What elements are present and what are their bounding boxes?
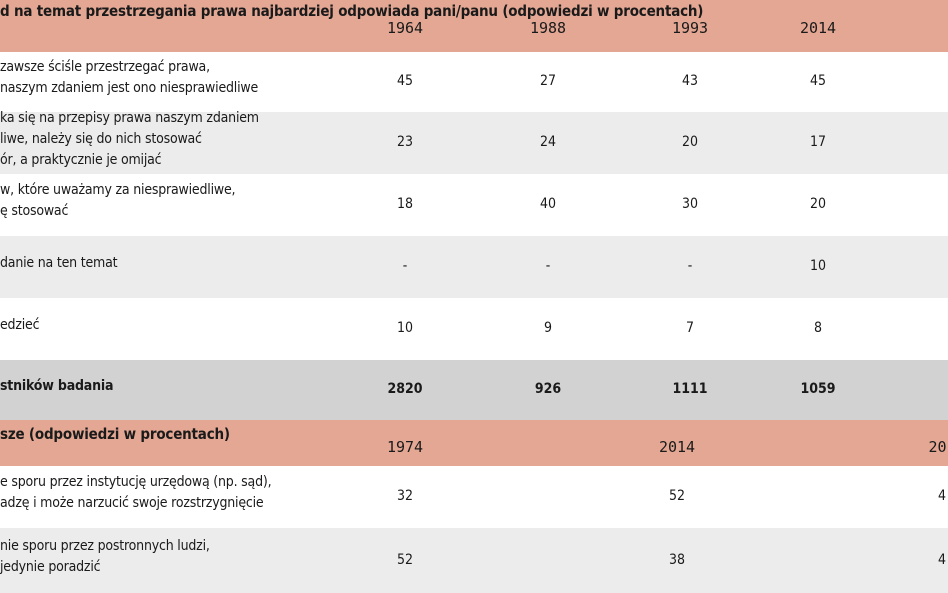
cell-value: 10	[396, 320, 414, 336]
column-year-2014: 2014	[799, 19, 837, 37]
table-row: w, które uważamy za niesprawiedliwe, ę s…	[0, 174, 948, 236]
cell-value: -	[545, 258, 551, 274]
column-year-201: 201	[928, 438, 948, 456]
table-row: zawsze ściśle przestrzegać prawa, naszym…	[0, 52, 948, 112]
cell-value: -	[402, 258, 408, 274]
cell-value: 1059	[800, 381, 836, 397]
cell-value: 4	[937, 552, 947, 568]
cell-value: 18	[396, 196, 414, 212]
cell-value: 30	[681, 196, 699, 212]
cell-value: 926	[534, 381, 562, 397]
cell-value: 45	[396, 73, 414, 89]
row-label: danie na ten temat	[0, 255, 118, 271]
cell-value: 7	[685, 320, 695, 336]
cell-value: 2820	[387, 381, 423, 397]
table-row: edzieć 10 9 7 8	[0, 298, 948, 360]
cell-value: 40	[539, 196, 557, 212]
cell-value: 43	[681, 73, 699, 89]
cell-value: 45	[809, 73, 827, 89]
cell-value: 52	[396, 552, 414, 568]
cell-value: -	[687, 258, 693, 274]
table-2-header: sze (odpowiedzi w procentach) 1974 2014 201	[0, 420, 948, 466]
cell-value: 27	[539, 73, 557, 89]
table-row: danie na ten temat - - - 10	[0, 236, 948, 298]
column-year-1988: 1988	[529, 19, 567, 37]
cell-value: 32	[396, 488, 414, 504]
row-label: zawsze ściśle przestrzegać prawa, naszym…	[0, 59, 259, 96]
row-label: stników badania	[0, 378, 114, 394]
total-row: stników badania 2820 926 1111 1059	[0, 360, 948, 420]
cell-value: 38	[668, 552, 686, 568]
table-1-title: d na temat przestrzegania prawa najbardz…	[0, 2, 704, 20]
cell-value: 20	[809, 196, 827, 212]
column-year-1974: 1974	[386, 438, 424, 456]
cell-value: 8	[813, 320, 823, 336]
cell-value: 9	[543, 320, 553, 336]
column-year-1993: 1993	[671, 19, 709, 37]
table-1-header: d na temat przestrzegania prawa najbardz…	[0, 0, 948, 52]
column-year-2014: 2014	[658, 438, 696, 456]
column-year-1964: 1964	[386, 19, 424, 37]
table-row: nie sporu przez postronnych ludzi, jedyn…	[0, 528, 948, 593]
row-label: e sporu przez instytucję urzędową (np. s…	[0, 474, 272, 511]
table-row: e sporu przez instytucję urzędową (np. s…	[0, 466, 948, 528]
table-2-title: sze (odpowiedzi w procentach)	[0, 425, 230, 443]
cell-value: 17	[809, 134, 827, 150]
row-label: nie sporu przez postronnych ludzi, jedyn…	[0, 538, 210, 575]
cell-value: 10	[809, 258, 827, 274]
cell-value: 23	[396, 134, 414, 150]
cell-value: 24	[539, 134, 557, 150]
cell-value: 4	[937, 488, 947, 504]
row-label: edzieć	[0, 317, 40, 333]
row-label: w, które uważamy za niesprawiedliwe, ę s…	[0, 182, 236, 219]
table-row: ka się na przepisy prawa naszym zdaniem …	[0, 110, 948, 174]
row-label: ka się na przepisy prawa naszym zdaniem …	[0, 110, 259, 168]
cell-value: 52	[668, 488, 686, 504]
cell-value: 1111	[672, 381, 708, 397]
cell-value: 20	[681, 134, 699, 150]
